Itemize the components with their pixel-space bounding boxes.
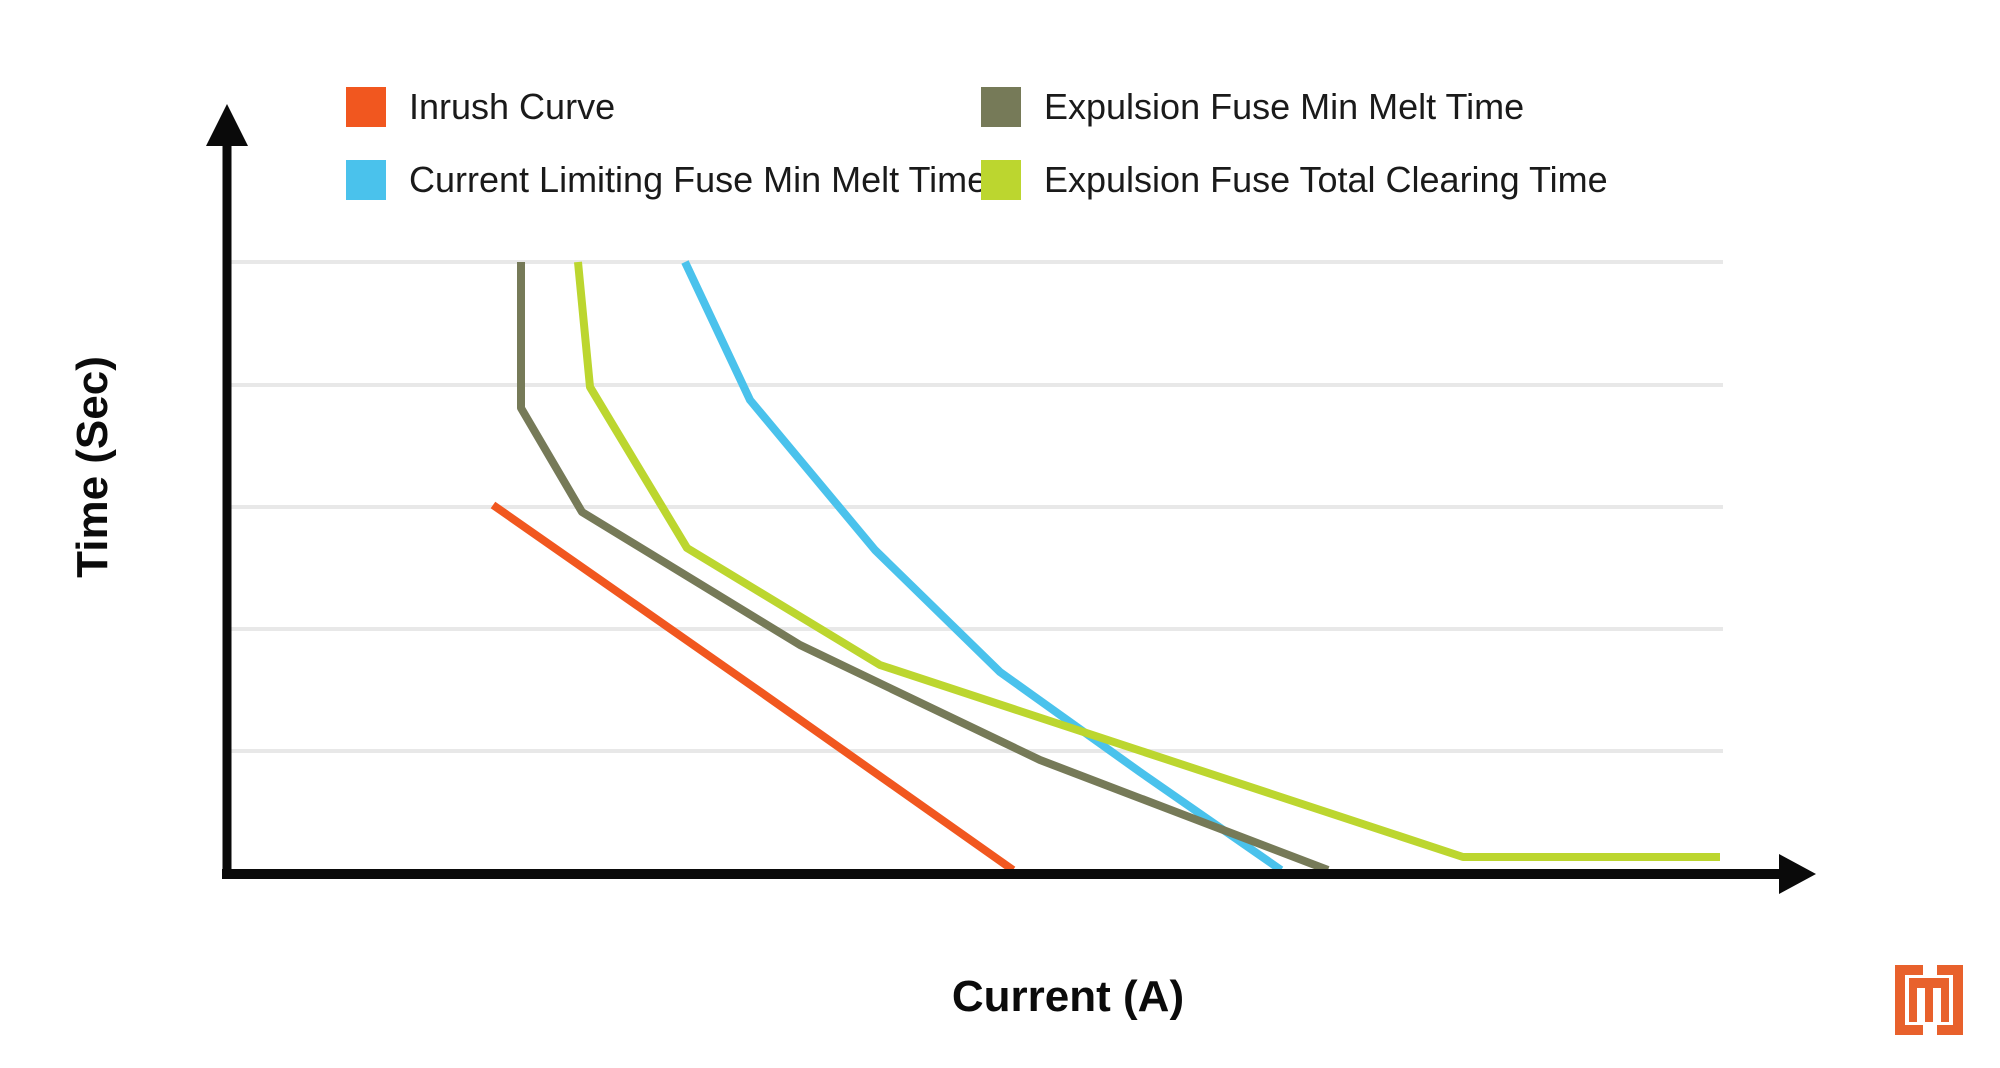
legend-item-expulsion-min-melt: Expulsion Fuse Min Melt Time	[981, 87, 1524, 127]
y-axis-arrow-icon	[206, 104, 248, 146]
curves	[490, 260, 1720, 874]
legend-label-inrush: Inrush Curve	[409, 86, 616, 127]
curve-expulsion-total-clearing	[574, 261, 1720, 861]
legend-item-expulsion-total-clearing: Expulsion Fuse Total Clearing Time	[981, 160, 1608, 200]
legend-item-inrush: Inrush Curve	[346, 87, 615, 127]
legend-label-expulsion-total-clearing: Expulsion Fuse Total Clearing Time	[1044, 159, 1608, 200]
axes	[206, 104, 1816, 894]
gridlines	[228, 260, 1723, 753]
m-mark-logo-shape	[1895, 965, 1963, 1035]
legend-swatch-clf-min-melt	[346, 160, 386, 200]
legend-label-clf-min-melt: Current Limiting Fuse Min Melt Time	[409, 159, 988, 200]
curve-expulsion-min-melt	[517, 262, 1330, 874]
legend-label-expulsion-min-melt: Expulsion Fuse Min Melt Time	[1044, 86, 1525, 127]
legend-swatch-expulsion-min-melt	[981, 87, 1021, 127]
x-axis-arrow-icon	[1779, 854, 1816, 894]
m-mark-logo	[1895, 965, 1963, 1035]
legend-item-clf-min-melt: Current Limiting Fuse Min Melt Time	[346, 160, 987, 200]
x-axis-label: Current (A)	[951, 972, 1185, 1021]
curve-inrush	[490, 501, 1016, 874]
curve-clf-min-melt	[681, 260, 1284, 874]
legend-swatch-inrush	[346, 87, 386, 127]
legend-swatch-expulsion-total-clearing	[981, 160, 1021, 200]
y-axis-label: Time (Sec)	[68, 356, 117, 578]
